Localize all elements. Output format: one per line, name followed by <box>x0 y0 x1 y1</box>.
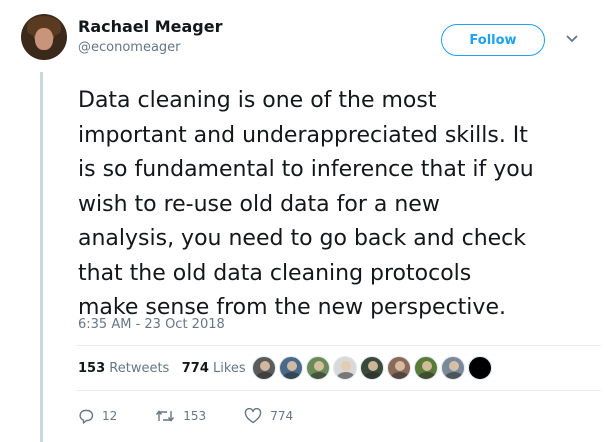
tweet-line: is so fundamental to inference that if y… <box>78 157 534 182</box>
liker-avatar[interactable] <box>279 356 303 380</box>
avatar[interactable] <box>21 14 67 60</box>
retweet-count: 153 <box>183 409 207 423</box>
tweet-line: that the old data cleaning protocols <box>78 260 472 286</box>
avatar-face <box>35 28 53 50</box>
chevron-down-icon[interactable] <box>565 34 579 44</box>
like-button[interactable]: 774 <box>244 408 293 424</box>
author-handle[interactable]: @economeager <box>78 40 181 55</box>
divider <box>76 390 601 391</box>
liker-avatar[interactable] <box>468 356 492 380</box>
liker-avatar[interactable] <box>414 356 438 380</box>
tweet-line: important and underappreciated skills. I… <box>78 122 528 148</box>
retweet-icon <box>156 410 175 422</box>
liker-avatar[interactable] <box>441 356 465 380</box>
retweets-count: 153 <box>78 361 106 376</box>
liker-avatar[interactable] <box>360 356 384 380</box>
like-count: 774 <box>270 409 294 423</box>
liker-avatar[interactable] <box>387 356 411 380</box>
tweet-line: wish to re-use old data for a new <box>78 191 440 217</box>
tweet-line: Data cleaning is one of the most <box>78 88 437 113</box>
tweet-text: Data cleaning is one of the most importa… <box>78 84 598 326</box>
tweet-line: analysis, you need to go back and check <box>78 226 527 251</box>
follow-button[interactable]: Follow <box>441 24 545 56</box>
liker-avatar[interactable] <box>333 356 357 380</box>
likes-label: Likes <box>213 361 246 376</box>
heart-icon <box>244 408 262 424</box>
tweet-actions: 12 153 774 <box>78 408 331 424</box>
liker-avatar[interactable] <box>306 356 330 380</box>
divider <box>76 345 601 346</box>
likes-stat[interactable]: 774 Likes <box>182 361 246 376</box>
reply-icon <box>79 409 94 424</box>
likes-count: 774 <box>181 361 209 376</box>
thread-line <box>40 72 43 442</box>
reply-count: 12 <box>102 409 118 423</box>
retweets-stat[interactable]: 153 Retweets <box>78 361 169 376</box>
liker-avatar[interactable] <box>252 356 276 380</box>
author-name[interactable]: Rachael Meager <box>78 17 223 36</box>
retweets-label: Retweets <box>109 361 170 376</box>
tweet-timestamp[interactable]: 6:35 AM - 23 Oct 2018 <box>78 317 225 332</box>
tweet-line: make sense from the new perspective. <box>78 295 506 320</box>
tweet-stats: 153 Retweets 774 Likes <box>78 361 246 376</box>
reply-button[interactable]: 12 <box>78 408 117 424</box>
avatar-hair <box>27 16 61 36</box>
liker-avatars <box>252 356 495 380</box>
retweet-button[interactable]: 153 <box>155 408 206 424</box>
